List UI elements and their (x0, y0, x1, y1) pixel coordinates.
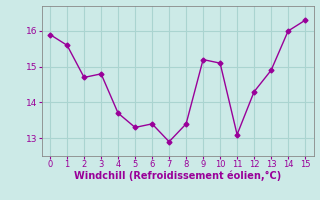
X-axis label: Windchill (Refroidissement éolien,°C): Windchill (Refroidissement éolien,°C) (74, 171, 281, 181)
